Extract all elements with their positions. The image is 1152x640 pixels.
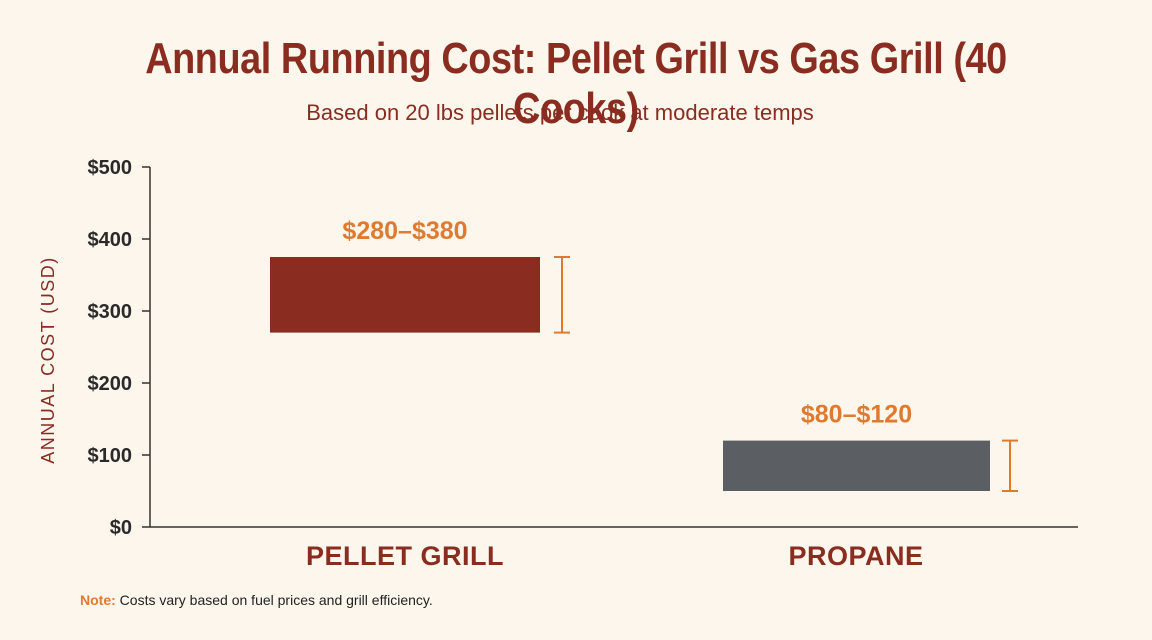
bar-pellet-grill bbox=[270, 257, 540, 333]
footnote: Note: Costs vary based on fuel prices an… bbox=[80, 592, 433, 608]
y-tick-label: $300 bbox=[88, 301, 133, 323]
footnote-text: Costs vary based on fuel prices and gril… bbox=[119, 592, 433, 608]
bar-propane bbox=[723, 440, 990, 491]
category-label: PROPANE bbox=[788, 541, 923, 571]
bar-value-label: $280–$380 bbox=[342, 217, 467, 245]
footnote-label: Note: bbox=[80, 592, 116, 608]
axes: $0 $100 $200 $300 $400 $500 ANNUAL COST (USD) bbox=[38, 157, 1078, 539]
y-tick-label: $100 bbox=[88, 445, 133, 467]
chart-title: Annual Running Cost: Pellet Grill vs Gas… bbox=[145, 34, 1007, 133]
y-tick-label: $500 bbox=[88, 157, 133, 179]
category-label: PELLET GRILL bbox=[306, 541, 504, 571]
chart-subtitle: Based on 20 lbs pellets per cook at mode… bbox=[306, 100, 814, 125]
bar-value-label: $80–$120 bbox=[801, 401, 912, 429]
y-axis-label: ANNUAL COST (USD) bbox=[38, 256, 58, 464]
y-tick-label: $0 bbox=[110, 517, 132, 539]
y-tick-label: $400 bbox=[88, 229, 133, 251]
y-tick-label: $200 bbox=[88, 373, 133, 395]
bars: $280–$380 PELLET GRILL $80–$120 PROPANE bbox=[270, 217, 1018, 571]
